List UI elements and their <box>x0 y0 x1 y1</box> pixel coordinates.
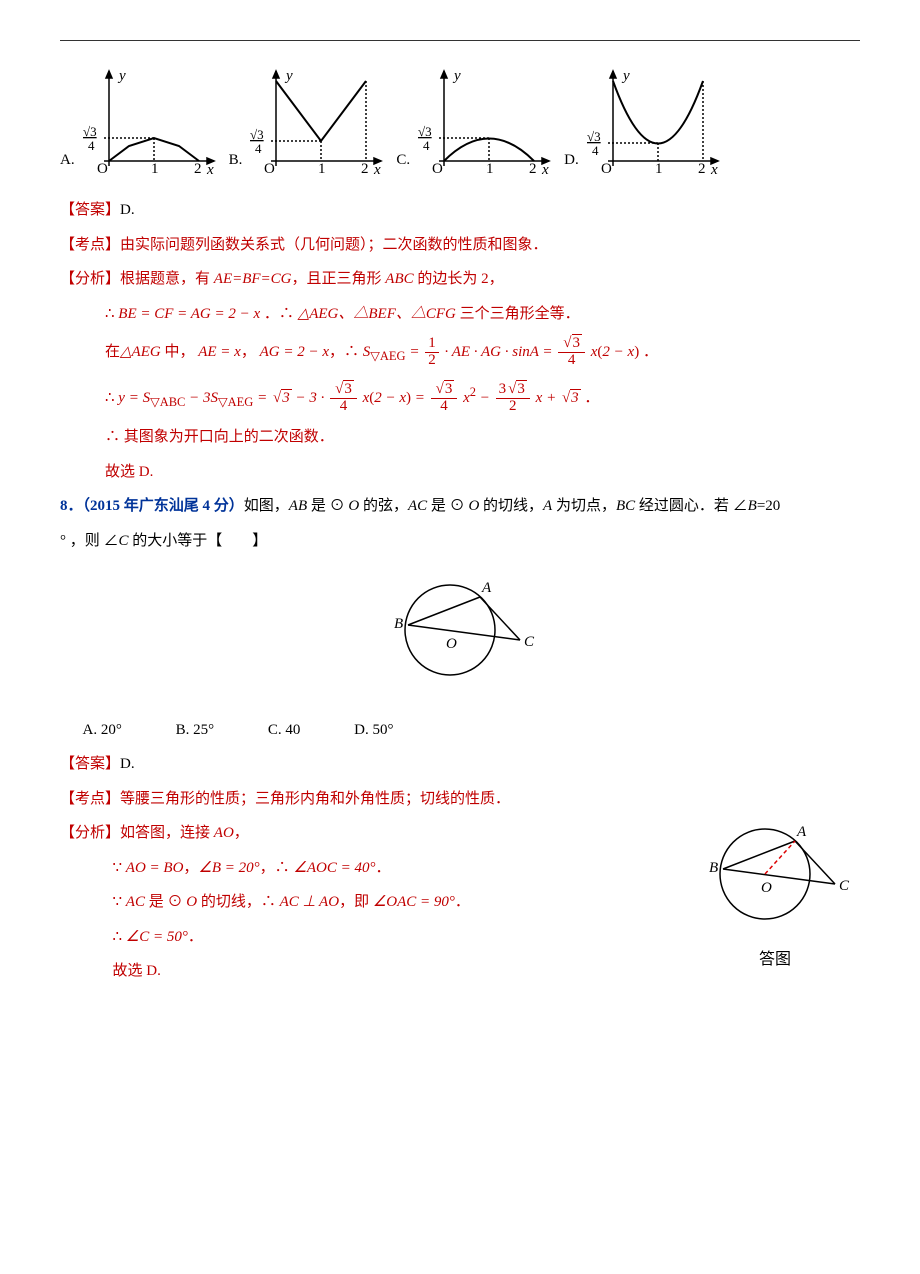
svg-text:4: 4 <box>423 138 430 153</box>
svg-text:√3: √3 <box>418 124 432 139</box>
q8-stem-2: ° ，则 ∠C 的大小等于【 】 <box>60 527 860 556</box>
svg-text:A: A <box>481 580 492 596</box>
option-b: B. y x O 1 2 √3 4 <box>229 66 387 176</box>
svg-text:2: 2 <box>698 161 706 176</box>
svg-text:4: 4 <box>592 143 599 158</box>
svg-text:2: 2 <box>194 161 202 176</box>
opt-a: A. 20° <box>83 716 122 745</box>
svg-text:B: B <box>709 860 718 876</box>
svg-text:√3: √3 <box>587 129 601 144</box>
svg-text:O: O <box>446 636 457 652</box>
svg-text:1: 1 <box>486 161 494 176</box>
svg-text:4: 4 <box>88 138 95 153</box>
line-be: ∴ BE = CF = AG = 2 − x ．∴ △AEG、△BEF、△CFG… <box>105 300 860 329</box>
line-aeg: 在△AEG 中， AE = x， AG = 2 − x，∴ S▽AEG = 12… <box>105 334 860 371</box>
option-c-label: C. <box>396 146 410 177</box>
graph-a-svg: y x O 1 2 √3 4 <box>79 66 219 176</box>
kaodian-2: 【考点】等腰三角形的性质；三角形内角和外角性质；切线的性质． <box>60 785 860 814</box>
line-y: ∴ y = S▽ABC − 3S▽AEG = 3 − 3 · 34 x(2 − … <box>105 377 860 417</box>
line-gx: 故选 D. <box>105 458 860 487</box>
svg-text:O: O <box>432 161 443 176</box>
answer-1: 【答案】D. <box>60 196 860 225</box>
graph-options-row: A. y x O 1 2 √3 4 B. <box>60 66 860 176</box>
svg-text:y: y <box>452 68 461 84</box>
line-conc: ∴ 其图象为开口向上的二次函数． <box>105 423 860 452</box>
svg-text:x: x <box>206 162 214 176</box>
answer-2: 【答案】D. <box>60 750 860 779</box>
svg-text:√3: √3 <box>250 127 264 142</box>
svg-text:2: 2 <box>361 161 369 176</box>
graph-c-svg: y x O 1 2 √3 4 <box>414 66 554 176</box>
svg-text:1: 1 <box>151 161 159 176</box>
option-b-label: B. <box>229 146 243 177</box>
option-d: D. y x O 1 2 √3 4 <box>564 66 723 176</box>
q8-stem: 8．（2015 年广东汕尾 4 分）如图，AB 是 ⊙ O 的弦，AC 是 ⊙ … <box>60 492 860 521</box>
svg-text:O: O <box>601 161 612 176</box>
svg-text:x: x <box>373 162 381 176</box>
top-rule <box>60 40 860 41</box>
fenxi-1: 【分析】根据题意，有 AE=BF=CG，且正三角形 ABC 的边长为 2， <box>60 265 860 294</box>
svg-text:1: 1 <box>318 161 326 176</box>
svg-text:O: O <box>761 880 772 896</box>
svg-text:x: x <box>710 162 718 176</box>
opt-d: D. 50° <box>354 716 393 745</box>
option-c: C. y x O 1 2 √3 4 <box>396 66 554 176</box>
answer-figure: A B C O 答图 <box>690 819 860 975</box>
option-d-label: D. <box>564 146 579 177</box>
svg-text:√3: √3 <box>83 124 97 139</box>
svg-text:B: B <box>394 616 403 632</box>
svg-text:O: O <box>97 161 108 176</box>
option-a-label: A. <box>60 146 75 177</box>
kaodian-1: 【考点】由实际问题列函数关系式（几何问题）；二次函数的性质和图象． <box>60 231 860 260</box>
svg-text:C: C <box>839 878 850 894</box>
svg-text:C: C <box>524 634 535 650</box>
svg-text:y: y <box>117 68 126 84</box>
opt-b: B. 25° <box>176 716 215 745</box>
svg-text:y: y <box>284 68 293 84</box>
svg-text:A: A <box>796 824 807 840</box>
svg-text:O: O <box>264 161 275 176</box>
q8-options: A. 20° B. 25° C. 40 D. 50° <box>83 716 861 745</box>
svg-text:y: y <box>621 68 630 84</box>
q8-figure: A B C O <box>60 570 860 701</box>
svg-text:x: x <box>541 162 549 176</box>
svg-text:1: 1 <box>655 161 663 176</box>
graph-d-svg: y x O 1 2 √3 4 <box>583 66 723 176</box>
svg-text:4: 4 <box>255 141 262 156</box>
opt-c: C. 40 <box>268 716 301 745</box>
answer-figure-label: 答图 <box>690 945 860 975</box>
graph-b-svg: y x O 1 2 √3 4 <box>246 66 386 176</box>
option-a: A. y x O 1 2 √3 4 <box>60 66 219 176</box>
svg-text:2: 2 <box>529 161 537 176</box>
